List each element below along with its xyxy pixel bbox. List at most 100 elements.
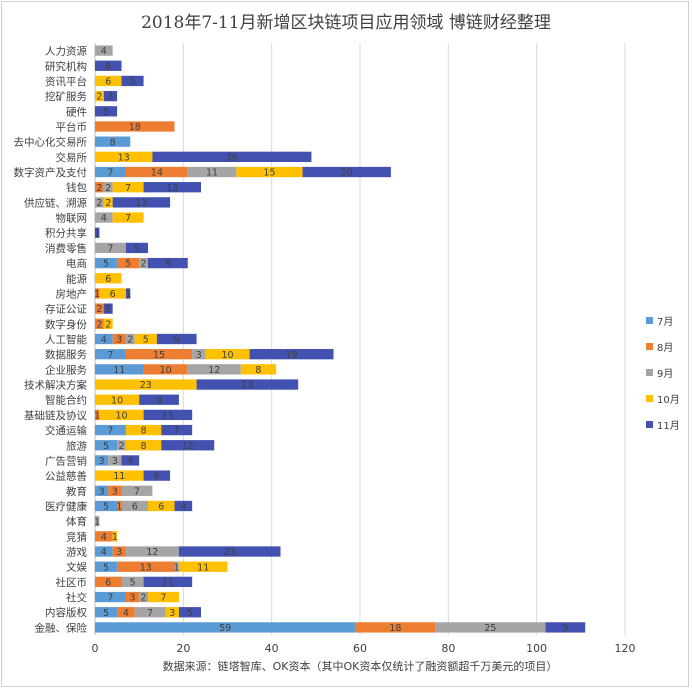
bar-segment xyxy=(103,318,113,329)
bar-segment xyxy=(95,212,113,223)
data-label: 3 xyxy=(112,456,118,467)
category-label: 文娱 xyxy=(66,561,87,574)
data-label: 2 xyxy=(118,441,124,452)
legend-item: 9月 xyxy=(646,366,680,380)
category-label: 能源 xyxy=(66,272,87,285)
legend-swatch xyxy=(646,395,653,402)
data-label: 12 xyxy=(146,547,158,558)
data-label: 13 xyxy=(140,562,152,573)
data-label: 9 xyxy=(562,623,568,634)
data-label: 7 xyxy=(107,593,113,604)
data-label: 10 xyxy=(111,395,123,406)
legend-item: 10月 xyxy=(646,392,680,406)
data-label: 7 xyxy=(107,350,113,361)
category-label: 社交 xyxy=(66,591,87,604)
data-label: 5 xyxy=(130,577,136,588)
x-tick-label: 60 xyxy=(353,642,367,655)
bar-segment xyxy=(143,576,193,588)
bar-segment xyxy=(99,409,144,421)
bar-segment xyxy=(165,607,179,618)
data-label: 6 xyxy=(154,471,160,482)
legend-label: 9月 xyxy=(657,369,674,380)
data-label: 4 xyxy=(101,547,107,558)
category-label: 电商 xyxy=(66,257,87,270)
bar-segment xyxy=(125,440,162,451)
data-label: 2 xyxy=(141,593,147,604)
bar-segment xyxy=(143,409,193,421)
category-label: 物联网 xyxy=(56,212,88,225)
data-label: 11 xyxy=(206,168,218,179)
bar-segment xyxy=(95,470,144,481)
category-label: 供应链、溯源 xyxy=(24,196,87,209)
category-label: 竞猜 xyxy=(66,530,87,543)
data-label: 10 xyxy=(160,365,172,376)
category-label: 人工智能 xyxy=(45,333,87,346)
category-label: 数字身份 xyxy=(45,318,87,331)
data-label: 3 xyxy=(130,593,136,604)
legend-swatch xyxy=(646,317,653,324)
bar-segment xyxy=(152,151,312,163)
category-label: 资讯平台 xyxy=(45,75,87,88)
data-label: 9 xyxy=(174,335,180,346)
bar-segment xyxy=(95,90,104,102)
data-label: 9 xyxy=(156,395,162,406)
data-label: 2 xyxy=(96,183,102,194)
bar-segment xyxy=(112,212,144,223)
bar-segment xyxy=(139,394,179,405)
bar-segment xyxy=(112,182,144,193)
bar-segment xyxy=(125,349,193,360)
data-label: 1 xyxy=(94,410,100,421)
category-label: 教育 xyxy=(66,485,87,498)
data-label: 6 xyxy=(105,61,111,72)
data-label: 4 xyxy=(101,213,107,224)
category-label: 交易所 xyxy=(56,151,88,164)
bar-segment xyxy=(148,591,179,603)
bar-segment xyxy=(95,333,113,345)
bar-segment xyxy=(205,349,250,360)
bar-segment xyxy=(95,515,100,527)
data-label: 5 xyxy=(130,77,136,88)
bar-segment xyxy=(108,485,122,496)
data-label: 15 xyxy=(263,168,275,179)
data-label: 2 xyxy=(127,335,133,346)
bar-segment xyxy=(125,546,179,557)
bar-segment xyxy=(196,379,299,390)
bar-segment xyxy=(95,273,122,284)
bar-segment xyxy=(95,318,104,329)
bar-segment xyxy=(95,622,356,633)
bar-segment xyxy=(139,257,148,269)
data-label: 2 xyxy=(96,198,102,209)
category-label: 积分共享 xyxy=(45,227,87,240)
data-label: 11 xyxy=(113,471,125,482)
category-label: 平台币 xyxy=(56,120,88,133)
legend-item: 8月 xyxy=(646,340,680,354)
data-label: 5 xyxy=(103,107,109,118)
bar-segment xyxy=(95,531,113,542)
bar-segment xyxy=(95,485,109,496)
bar-segment xyxy=(435,622,546,633)
data-label: 6 xyxy=(110,289,116,300)
source-note: 数据来源：链塔智库、OK资本（其中OK资本仅统计了融资额超千万美元的项目） xyxy=(162,660,558,673)
data-label: 7 xyxy=(160,593,166,604)
bar-segment xyxy=(112,333,126,345)
x-tick-label: 0 xyxy=(92,642,99,655)
bar-segment xyxy=(95,151,153,163)
data-label: 7 xyxy=(147,608,153,619)
bar-segment xyxy=(95,106,118,117)
bar-segment xyxy=(103,182,113,193)
data-label: 2 xyxy=(96,304,102,315)
data-label: 5 xyxy=(103,259,109,270)
bar-segment xyxy=(112,197,171,208)
data-label: 10 xyxy=(115,410,127,421)
bar-segment xyxy=(95,182,104,193)
bar-segment xyxy=(95,379,197,390)
bar-segment xyxy=(108,455,122,466)
data-label: 10 xyxy=(221,350,233,361)
data-label: 11 xyxy=(162,577,174,588)
data-label: 1 xyxy=(94,517,100,528)
category-label: 广告营销 xyxy=(45,454,87,467)
category-label: 房地产 xyxy=(56,287,88,300)
bar-segment xyxy=(121,576,144,588)
bar-segment xyxy=(125,333,135,345)
bar-segment xyxy=(148,500,175,512)
